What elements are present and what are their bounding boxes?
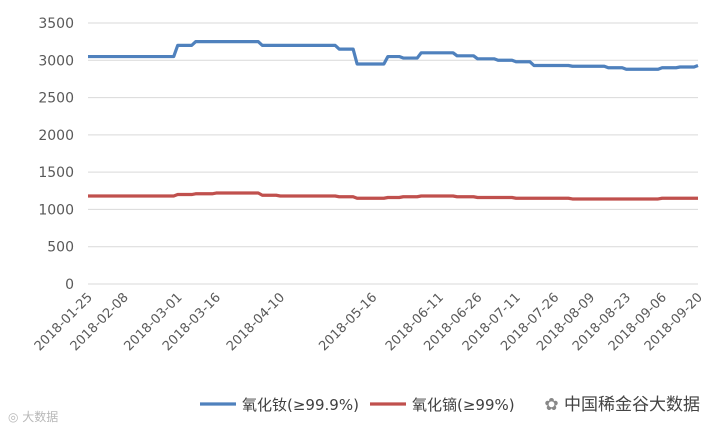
y-tick-label: 1500 <box>38 165 74 181</box>
legend-label: 氧化钕(≥99.9%) <box>242 396 359 414</box>
y-tick-label: 2000 <box>38 128 74 144</box>
watermark-logo-icon: ◎ <box>8 410 23 424</box>
wechat-icon: ✿ <box>544 395 564 415</box>
y-tick-label: 2500 <box>38 91 74 107</box>
y-tick-label: 0 <box>65 277 74 293</box>
y-tick-label: 1000 <box>38 202 74 218</box>
y-tick-label: 500 <box>47 240 74 256</box>
series-line-dysprosium-oxide <box>88 191 698 201</box>
y-tick-label: 3000 <box>38 53 74 69</box>
legend-label: 氧化镝(≥99%) <box>412 396 515 414</box>
y-tick-label: 3500 <box>38 16 74 32</box>
x-tick-label: 2018-04-10 <box>224 290 288 354</box>
watermark-left: ◎ 大数据 <box>8 410 59 424</box>
series-line-neodymium-oxide <box>88 40 699 71</box>
x-tick-label: 2018-05-16 <box>316 290 380 354</box>
watermark-right: ✿ 中国稀金谷大数据 <box>544 395 700 415</box>
